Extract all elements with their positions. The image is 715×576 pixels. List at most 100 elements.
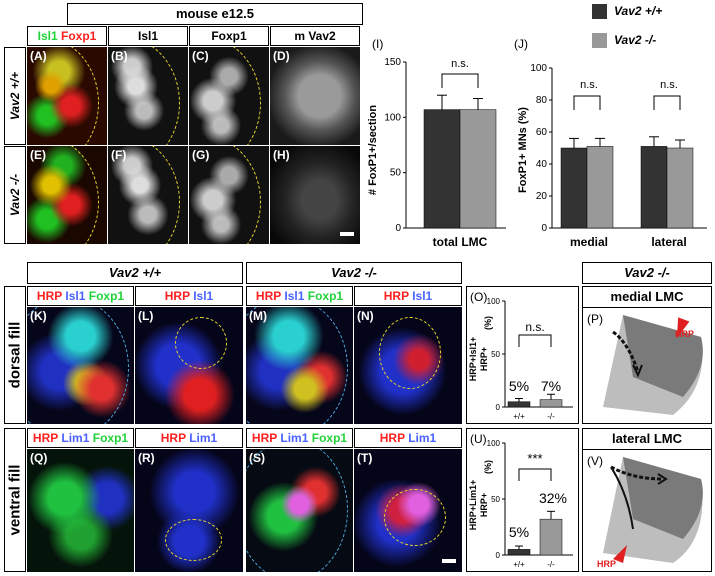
schematic-P-lmc-dark bbox=[623, 315, 703, 397]
x-tick-label: -/- bbox=[547, 560, 555, 569]
micrograph-B: (B) bbox=[108, 47, 188, 145]
lmc-outline-B bbox=[108, 47, 180, 145]
group-header-schem: Vav2 -/- bbox=[582, 262, 712, 284]
schematic-V-axon-head bbox=[657, 473, 668, 485]
schematic-P-frame: medial LMC (P) HRP bbox=[582, 286, 712, 424]
chart-U-pct-wt: 5% bbox=[509, 524, 529, 540]
legend-ko-label: Vav2 -/- bbox=[614, 33, 657, 47]
micrograph-C: (C) bbox=[189, 47, 269, 145]
micrograph-E: (E) bbox=[27, 146, 107, 244]
y-tick-label: 100 bbox=[487, 439, 501, 448]
chart-I-xlabel: total LMC bbox=[433, 235, 488, 249]
schematic-V-title-box: lateral LMC bbox=[582, 428, 712, 450]
bar-lateral-ko bbox=[666, 147, 694, 229]
chart-I-ylabel: # FoxP1+/section bbox=[367, 105, 379, 195]
chart-O-axes: 0 50 100 bbox=[487, 297, 573, 412]
panel-letter-T: (T) bbox=[357, 451, 373, 465]
channel-vav2-title: m Vav2 bbox=[294, 29, 336, 43]
row-label-wt-text: Vav2 +/+ bbox=[8, 71, 22, 121]
bar-medial-wt bbox=[560, 147, 588, 229]
chart-O-ylabel-den: HRP+ bbox=[479, 347, 489, 371]
lmc-outline-M bbox=[246, 307, 348, 424]
channel-foxp1-title: Foxp1 bbox=[211, 29, 247, 43]
x-tick-label: -/- bbox=[547, 412, 555, 421]
schematic-P-axon-path bbox=[612, 330, 640, 373]
ventral-channel-S: HRP Lim1 Foxp1 bbox=[246, 428, 353, 448]
channel-header-isl1: Isl1 bbox=[108, 26, 188, 46]
bar-wt bbox=[507, 549, 531, 556]
dorsal-channel-L: HRP Isl1 bbox=[135, 286, 243, 306]
y-tick-label: 150 bbox=[384, 57, 401, 68]
row-label-ko-text: Vav2 -/- bbox=[8, 173, 22, 217]
legend-wt-label: Vav2 +/+ bbox=[614, 4, 663, 18]
chart-J-letter: (J) bbox=[514, 37, 528, 51]
schematic-P-axon-head bbox=[632, 364, 643, 378]
schematic-V: (V) HRP bbox=[587, 454, 703, 569]
panel-letter-N: (N) bbox=[357, 309, 374, 323]
channel-isl1-label: Isl1 bbox=[37, 29, 58, 43]
channel-header-foxp1: Foxp1 bbox=[189, 26, 269, 46]
row-label-ventral-text: ventral fill bbox=[6, 464, 24, 536]
panel-letter-D: (D) bbox=[273, 49, 290, 63]
schematic-P-letter: (P) bbox=[587, 312, 603, 326]
micrograph-S: (S) bbox=[246, 449, 353, 572]
y-tick-label: 0 bbox=[541, 223, 547, 234]
chart-J-cat-medial: medial bbox=[570, 235, 608, 249]
schematic-V-frame: lateral LMC (V) HRP bbox=[582, 428, 712, 572]
chart-J-ylabel: FoxP1+ MNs (%) bbox=[517, 107, 529, 193]
row-label-dorsal: dorsal fill bbox=[4, 286, 26, 424]
stage-header-text: mouse e12.5 bbox=[175, 6, 255, 21]
panel-letter-L: (L) bbox=[138, 309, 154, 323]
y-tick-label: 20 bbox=[536, 191, 548, 202]
chart-J-sig-medial: n.s. bbox=[580, 79, 598, 91]
chart-O-letter: (O) bbox=[470, 290, 487, 304]
legend-wt-swatch bbox=[592, 4, 607, 19]
hrp-outline-R bbox=[165, 519, 222, 561]
stage-header: mouse e12.5 bbox=[67, 3, 363, 25]
y-tick-label: 100 bbox=[530, 63, 547, 74]
schematic-P-title: medial LMC bbox=[610, 289, 684, 304]
chart-O-ylabel-unit: (%) bbox=[483, 316, 493, 330]
chart-O-frame: (O) HRP+Isl1+ HRP+ (%) 0 50 100 +/+ -/- n.s… bbox=[466, 286, 579, 424]
ventral-channel-R: HRP Lim1 bbox=[135, 428, 243, 448]
hrp-outline-T bbox=[384, 489, 446, 546]
micrograph-N: (N) bbox=[354, 307, 462, 424]
channel-foxp1-label: Foxp1 bbox=[61, 29, 97, 43]
scale-bar-bottom bbox=[442, 559, 456, 563]
bar-ko bbox=[459, 109, 497, 229]
chart-O: (O) HRP+Isl1+ HRP+ (%) 0 50 100 +/+ -/- n.s… bbox=[468, 290, 573, 421]
y-tick-label: 0 bbox=[496, 403, 501, 412]
chart-U-ylabel-unit: (%) bbox=[483, 460, 493, 474]
chart-U-bars: +/+ -/- bbox=[507, 468, 563, 569]
micrograph-R: (R) bbox=[135, 449, 243, 572]
dorsal-channel-N: HRP Isl1 bbox=[354, 286, 462, 306]
significance-bracket bbox=[653, 95, 681, 110]
lmc-outline-C bbox=[189, 47, 261, 145]
y-tick-label: 50 bbox=[491, 350, 500, 359]
dorsal-channel-M: HRP Isl1 Foxp1 bbox=[246, 286, 353, 306]
panel-letter-Q: (Q) bbox=[30, 451, 48, 465]
group-header-schem-text: Vav2 -/- bbox=[624, 265, 670, 280]
y-tick-label: 40 bbox=[536, 159, 548, 170]
group-header-ko-text: Vav2 -/- bbox=[331, 265, 377, 280]
bar-wt bbox=[507, 401, 531, 408]
lmc-outline-E bbox=[27, 146, 99, 244]
row-label-dorsal-text: dorsal fill bbox=[6, 321, 24, 389]
bar-wt bbox=[423, 109, 461, 229]
ventral-channel-Q: HRP Lim1 Foxp1 bbox=[27, 428, 134, 448]
significance-bracket bbox=[573, 95, 601, 110]
schematic-V-hrp-arrow bbox=[613, 545, 627, 563]
significance-bracket bbox=[518, 334, 552, 347]
chart-I: (I) # FoxP1+/section 0 50 100 150 n.s. tota… bbox=[367, 37, 506, 249]
panel-letter-R: (R) bbox=[138, 451, 155, 465]
chart-O-ylabel-num: HRP+Isl1+ bbox=[468, 337, 478, 382]
chart-J: (J) FoxP1+ MNs (%) 0 20 40 60 80 100 n.s. n.s… bbox=[514, 37, 707, 249]
chart-U-ylabel-num: HRP+Lim1+ bbox=[468, 480, 478, 531]
significance-bracket bbox=[441, 73, 479, 88]
micrograph-H: (H) bbox=[270, 146, 360, 244]
y-tick-label: 0 bbox=[395, 223, 401, 234]
bar-medial-ko bbox=[586, 146, 614, 229]
lmc-outline-G bbox=[189, 146, 261, 244]
schematic-V-title: lateral LMC bbox=[611, 431, 683, 446]
chart-U-significance: *** bbox=[527, 451, 542, 466]
